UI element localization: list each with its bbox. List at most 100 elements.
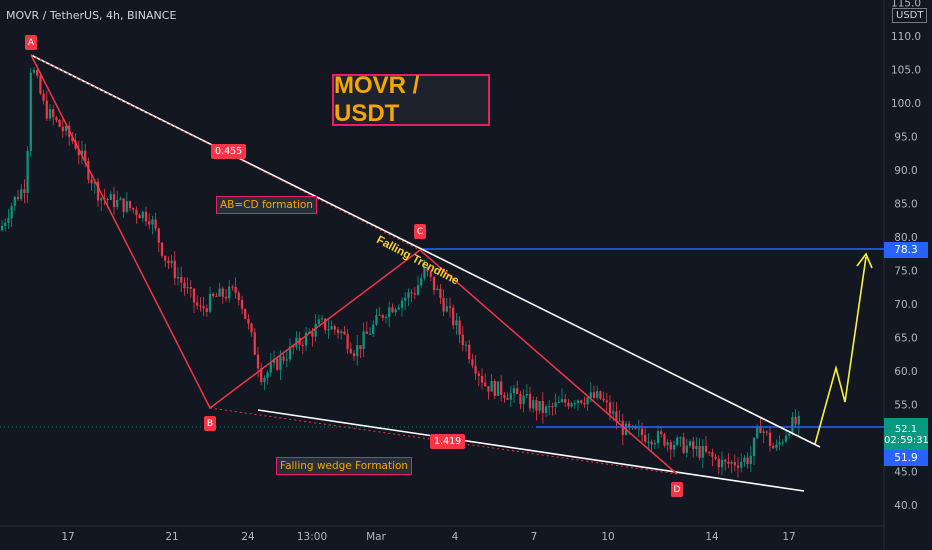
candle-body bbox=[535, 400, 538, 411]
candle-body bbox=[509, 393, 512, 400]
candle-body bbox=[471, 359, 474, 366]
candle-body bbox=[84, 150, 87, 162]
candle-body bbox=[468, 344, 471, 360]
candle-body bbox=[480, 375, 484, 383]
candle-body bbox=[554, 402, 557, 407]
candle-body bbox=[356, 345, 359, 357]
candle-body bbox=[13, 196, 16, 206]
candle-body bbox=[4, 222, 7, 226]
candle-body bbox=[391, 307, 394, 313]
x-tick-label: 14 bbox=[705, 531, 719, 543]
candle-body bbox=[455, 320, 458, 326]
candle-body bbox=[240, 300, 244, 309]
support-price-tag: 51.9 bbox=[884, 450, 928, 466]
candle-body bbox=[420, 278, 423, 286]
candle-body bbox=[36, 70, 39, 76]
candle-body bbox=[605, 400, 608, 403]
candle-body bbox=[400, 300, 404, 308]
candle-body bbox=[612, 411, 615, 414]
candle-body bbox=[74, 141, 77, 149]
candle-body bbox=[365, 331, 368, 334]
candle-body bbox=[58, 119, 61, 127]
candle-body bbox=[727, 461, 730, 464]
candle-body bbox=[765, 431, 768, 433]
candle-body bbox=[730, 461, 733, 464]
candle-body bbox=[176, 277, 180, 279]
current-price: 52.1 bbox=[894, 423, 918, 435]
candle-body bbox=[538, 401, 541, 411]
candle-body bbox=[551, 406, 554, 408]
candle-body bbox=[637, 428, 640, 430]
y-tick-label: 85.0 bbox=[894, 199, 917, 211]
x-tick-label: 10 bbox=[601, 531, 614, 543]
point-b-label: B bbox=[204, 416, 216, 431]
y-tick-label: 110.0 bbox=[891, 31, 921, 43]
target-price-tag: 78.3 bbox=[884, 242, 928, 258]
candle-body bbox=[173, 260, 176, 279]
candle-body bbox=[151, 219, 154, 225]
candle-body bbox=[314, 323, 317, 337]
candle-body bbox=[720, 459, 724, 468]
candle-body bbox=[48, 109, 52, 119]
candle-body bbox=[743, 457, 746, 463]
candle-body bbox=[352, 353, 356, 357]
candle-body bbox=[221, 288, 224, 297]
candle-body bbox=[496, 381, 500, 396]
candle-body bbox=[416, 285, 420, 295]
candle-body bbox=[304, 332, 308, 346]
candle-body bbox=[695, 445, 698, 449]
candle-body bbox=[231, 286, 234, 288]
candle-body bbox=[208, 293, 212, 312]
candle-body bbox=[794, 417, 797, 425]
candle-body bbox=[349, 349, 352, 354]
candle-body bbox=[135, 209, 138, 216]
candle-body bbox=[199, 305, 202, 307]
candle-body bbox=[183, 282, 186, 289]
candle-body bbox=[29, 72, 32, 151]
candle-body bbox=[708, 451, 711, 453]
candle-body bbox=[42, 93, 45, 101]
candle-body bbox=[189, 287, 192, 289]
candle-body bbox=[381, 315, 384, 318]
candle-body bbox=[23, 189, 26, 193]
y-tick-label: 55.0 bbox=[894, 400, 917, 412]
candle-body bbox=[788, 433, 791, 436]
candle-body bbox=[413, 293, 416, 295]
candle-body bbox=[263, 377, 266, 383]
candle-body bbox=[714, 456, 717, 459]
candle-body bbox=[672, 444, 676, 450]
candle-body bbox=[592, 392, 596, 398]
candle-body bbox=[522, 395, 525, 404]
pattern-overlays bbox=[0, 54, 884, 492]
candle-body bbox=[327, 329, 330, 331]
abcd-pattern bbox=[30, 54, 678, 475]
candle-body bbox=[160, 242, 164, 256]
candle-body bbox=[109, 194, 112, 200]
fib-lower-label: 1.419 bbox=[430, 434, 466, 449]
currency-badge[interactable]: USDT bbox=[892, 8, 928, 23]
candle-body bbox=[487, 386, 490, 392]
candle-body bbox=[218, 288, 221, 297]
candle-body bbox=[16, 196, 20, 200]
candle-body bbox=[660, 431, 663, 435]
candle-body bbox=[336, 329, 340, 334]
candle-body bbox=[0, 225, 4, 231]
y-tick-label: 90.0 bbox=[894, 165, 917, 177]
candle-body bbox=[436, 288, 439, 291]
candle-body bbox=[253, 332, 256, 355]
candle-body bbox=[333, 326, 336, 330]
candle-body bbox=[96, 181, 100, 201]
candle-body bbox=[448, 306, 452, 308]
candle-body bbox=[615, 411, 618, 422]
symbol-header: MOVR / TetherUS, 4h, BINANCE bbox=[6, 9, 177, 22]
candle-body bbox=[740, 462, 743, 468]
candle-body bbox=[567, 402, 570, 407]
candle-body bbox=[724, 459, 727, 462]
candle-body bbox=[653, 443, 656, 445]
candle-body bbox=[452, 307, 455, 326]
candle-body bbox=[55, 117, 58, 120]
candle-body bbox=[797, 416, 800, 425]
x-tick-label: 17 bbox=[782, 531, 795, 543]
candle-body bbox=[461, 334, 464, 346]
